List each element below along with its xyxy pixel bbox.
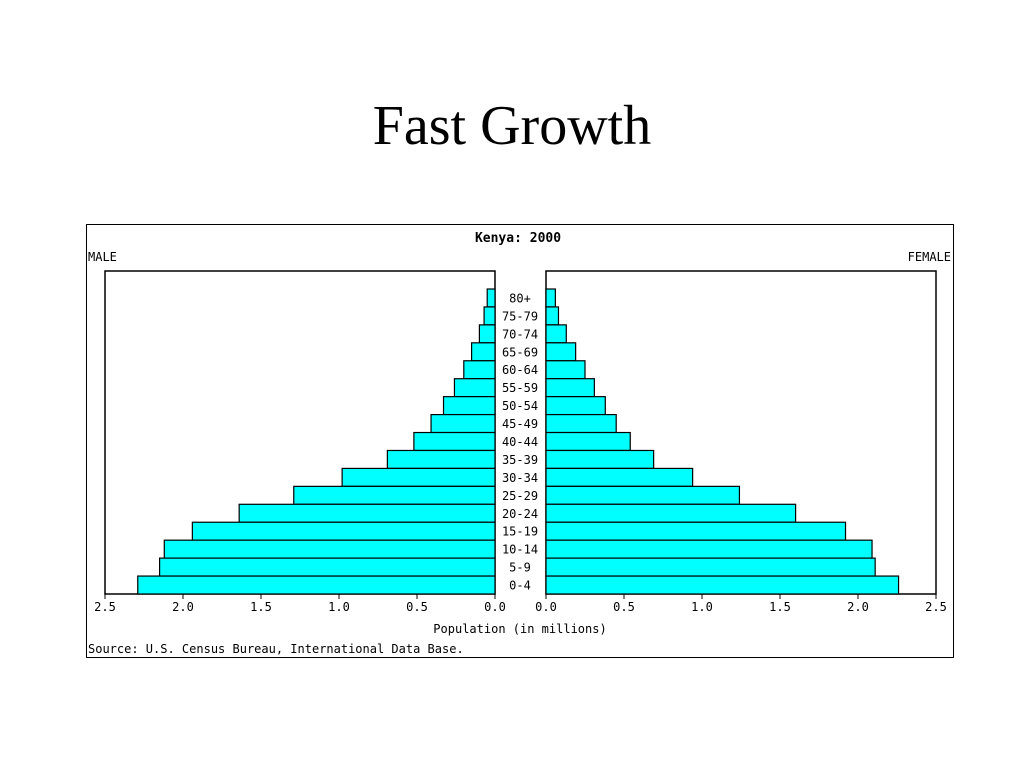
age-label-15-19: 15-19 [502,525,538,539]
male-bar-65-69 [471,342,496,362]
male-label: MALE [88,250,117,264]
age-label-45-49: 45-49 [502,417,538,431]
female-x-axis: 0.0 0.5 1.0 1.5 2.0 2.5 [535,594,947,614]
female-bar-25-29 [545,485,741,505]
female-bar-80+ [545,288,556,308]
age-label-30-34: 30-34 [502,471,538,485]
female-bar-0-4 [545,575,900,595]
age-labels: 80+ 75-79 70-74 65-69 60-64 55-59 50-54 45-49 40… [502,291,538,592]
female-bar-30-34 [545,467,694,487]
male-bar-75-79 [483,306,496,326]
age-label-80+: 80+ [509,291,531,305]
female-bar-55-59 [545,378,595,398]
male-bar-0-4 [137,575,496,595]
male-bars [137,288,496,595]
female-tick-label-0.5: 0.5 [613,600,635,614]
female-bar-65-69 [545,342,577,362]
female-bar-5-9 [545,557,876,577]
age-label-75-79: 75-79 [502,309,538,323]
male-tick-label-0.0: 0.0 [484,600,506,614]
male-tick-label-1.0: 1.0 [328,600,350,614]
male-bar-45-49 [430,413,496,434]
male-bar-10-14 [163,539,496,559]
age-label-50-54: 50-54 [502,399,538,413]
female-bars [545,288,900,595]
source-note: Source: U.S. Census Bureau, Internationa… [88,642,464,656]
male-bar-60-64 [463,360,496,380]
chart-title: Kenya: 2000 [475,231,561,246]
male-bar-55-59 [453,378,496,398]
female-bar-45-49 [545,413,617,434]
male-bar-50-54 [442,396,496,416]
male-bar-30-34 [341,467,496,487]
male-bar-70-74 [478,324,496,344]
male-tick-label-2.0: 2.0 [172,600,194,614]
age-label-5-9: 5-9 [509,561,531,575]
age-label-25-29: 25-29 [502,489,538,503]
male-bar-5-9 [158,557,496,577]
female-bar-20-24 [545,503,797,523]
age-label-35-39: 35-39 [502,453,538,467]
age-label-40-44: 40-44 [502,435,538,449]
age-label-70-74: 70-74 [502,327,538,341]
age-label-0-4: 0-4 [509,579,531,593]
age-label-60-64: 60-64 [502,363,538,377]
male-bar-35-39 [386,449,496,470]
female-bar-70-74 [545,324,567,344]
female-tick-label-2.0: 2.0 [847,600,869,614]
male-bar-25-29 [293,485,496,505]
female-bar-60-64 [545,360,586,380]
female-bar-50-54 [545,396,606,416]
population-pyramid-chart: Kenya: 2000 MALE FEMALE 80+ 75-79 70-74 65-… [86,224,954,658]
male-x-axis: 0.0 0.5 1.0 1.5 2.0 2.5 [94,594,506,614]
female-tick-label-1.5: 1.5 [769,600,791,614]
age-label-65-69: 65-69 [502,345,538,359]
x-axis-label: Population (in millions) [433,622,606,636]
female-label: FEMALE [908,250,951,264]
female-bar-15-19 [545,521,847,541]
male-bar-15-19 [191,521,496,541]
female-bar-35-39 [545,449,655,470]
male-bar-20-24 [238,503,496,523]
slide-title: Fast Growth [372,95,652,157]
female-bar-40-44 [545,431,631,452]
female-tick-label-0.0: 0.0 [535,600,557,614]
male-tick-label-2.5: 2.5 [94,600,116,614]
male-tick-label-1.5: 1.5 [250,600,272,614]
female-bar-75-79 [545,306,560,326]
age-label-55-59: 55-59 [502,381,538,395]
male-tick-label-0.5: 0.5 [406,600,428,614]
male-bar-80+ [486,288,496,308]
pyramid-svg: Kenya: 2000 MALE FEMALE 80+ 75-79 70-74 65-… [88,231,951,656]
female-tick-label-1.0: 1.0 [691,600,713,614]
female-bar-10-14 [545,539,873,559]
female-tick-label-2.5: 2.5 [925,600,947,614]
male-bar-40-44 [413,431,496,452]
age-label-10-14: 10-14 [502,543,538,557]
age-label-20-24: 20-24 [502,507,538,521]
